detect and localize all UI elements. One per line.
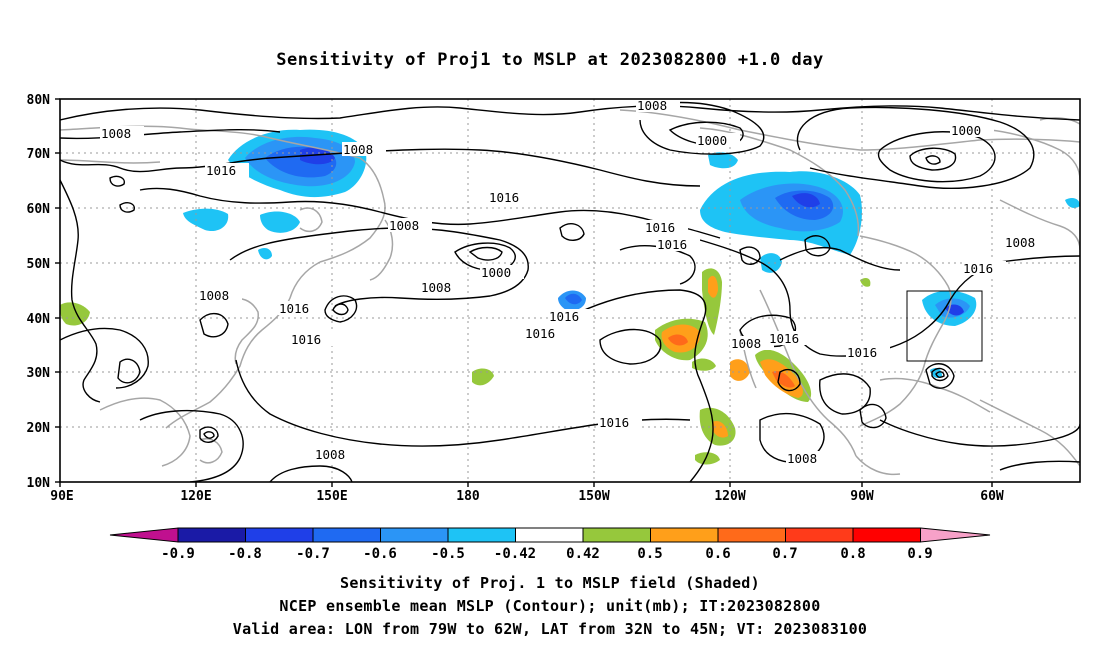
lon-label: 60W: [980, 489, 1004, 504]
colorbar-swatch: [852, 527, 921, 543]
colorbar-swatch: [515, 527, 584, 543]
lon-label: 150E: [316, 489, 347, 504]
caption-line-2: NCEP ensemble mean MSLP (Contour); unit(…: [279, 597, 821, 615]
colorbar: [109, 527, 991, 543]
plot-frame: [59, 98, 1081, 483]
lat-label: 40N: [27, 312, 51, 327]
contour-label: 1016: [599, 415, 629, 430]
lat-label: 10N: [27, 476, 51, 491]
lon-label: 120E: [180, 489, 211, 504]
contour-label: 1008: [199, 288, 229, 303]
lat-label: 70N: [27, 147, 51, 162]
contour-label: 1000: [697, 133, 727, 148]
lon-label: 180: [456, 489, 480, 504]
contour-label: 1016: [279, 301, 309, 316]
latitude-labels: 80N 70N 60N 50N 40N 30N 20N 10N: [27, 93, 51, 491]
colorbar-label: 0.5: [637, 546, 662, 562]
colorbar-label: -0.7: [296, 546, 330, 562]
colorbar-swatch: [717, 527, 786, 543]
caption-line-3: Valid area: LON from 79W to 62W, LAT fro…: [232, 620, 868, 638]
colorbar-high-arrow: [920, 527, 991, 543]
lon-label: 90E: [50, 489, 73, 504]
contour-label: 1008: [637, 98, 667, 113]
colorbar-label: -0.6: [363, 546, 397, 562]
contour-label: 1008: [389, 218, 419, 233]
contour-label: 1016: [645, 220, 675, 235]
figure-title: Sensitivity of Proj1 to MSLP at 20230828…: [276, 50, 824, 70]
colorbar-label: 0.9: [907, 546, 932, 562]
lat-label: 50N: [27, 257, 51, 272]
contour-label: 1016: [489, 190, 519, 205]
colorbar-swatch: [447, 527, 516, 543]
contour-label: 1016: [549, 309, 579, 324]
contour-label: 1016: [206, 163, 236, 178]
contour-label: 1016: [963, 261, 993, 276]
contour-label: 1016: [525, 326, 555, 341]
contour-label: 1016: [657, 237, 687, 252]
colorbar-swatch: [785, 527, 854, 543]
colorbar-swatch: [245, 527, 314, 543]
lon-label: 120W: [714, 489, 745, 504]
colorbar-label: 0.6: [705, 546, 730, 562]
contour-label: 1008: [101, 126, 131, 141]
contour-label: 1008: [1005, 235, 1035, 250]
contour-label: 1016: [847, 345, 877, 360]
contour-label: 1016: [769, 331, 799, 346]
colorbar-swatch: [380, 527, 449, 543]
lat-label: 80N: [27, 93, 51, 108]
colorbar-swatch: [582, 527, 651, 543]
axis-ticks: [55, 98, 993, 487]
contour-label: 1000: [951, 123, 981, 138]
contour-label: 1008: [787, 451, 817, 466]
contour-label: 1000: [481, 265, 511, 280]
lat-lon-grid: [60, 99, 1080, 482]
contour-label: 1008: [421, 280, 451, 295]
colorbar-labels: -0.9 -0.8 -0.7 -0.6 -0.5 -0.42 0.42 0.5 …: [161, 546, 933, 562]
colorbar-label: -0.8: [228, 546, 262, 562]
contour-label: 1016: [291, 332, 321, 347]
contour-labels: 1008 1008 1016 1008 1016 1016 1016 1008 …: [100, 98, 1048, 466]
contour-label: 1008: [315, 447, 345, 462]
valid-area-box: [906, 290, 983, 362]
lat-label: 60N: [27, 202, 51, 217]
lon-label: 90W: [850, 489, 874, 504]
lat-label: 20N: [27, 421, 51, 436]
colorbar-swatch: [312, 527, 381, 543]
lon-label: 150W: [578, 489, 609, 504]
colorbar-label: -0.5: [431, 546, 465, 562]
colorbar-label: 0.8: [840, 546, 865, 562]
colorbar-swatch: [650, 527, 719, 543]
colorbar-low-arrow: [109, 527, 179, 543]
caption-line-1: Sensitivity of Proj. 1 to MSLP field (Sh…: [340, 574, 760, 592]
contour-label: 1008: [343, 142, 373, 157]
colorbar-label: -0.9: [161, 546, 195, 562]
longitude-labels: 90E 120E 150E 180 150W 120W 90W 60W: [50, 489, 1004, 504]
colorbar-label: -0.42: [494, 546, 536, 562]
colorbar-swatch: [177, 527, 246, 543]
lat-label: 30N: [27, 366, 51, 381]
colorbar-label: 0.7: [772, 546, 797, 562]
contour-label: 1008: [731, 336, 761, 351]
colorbar-label: 0.42: [566, 546, 600, 562]
